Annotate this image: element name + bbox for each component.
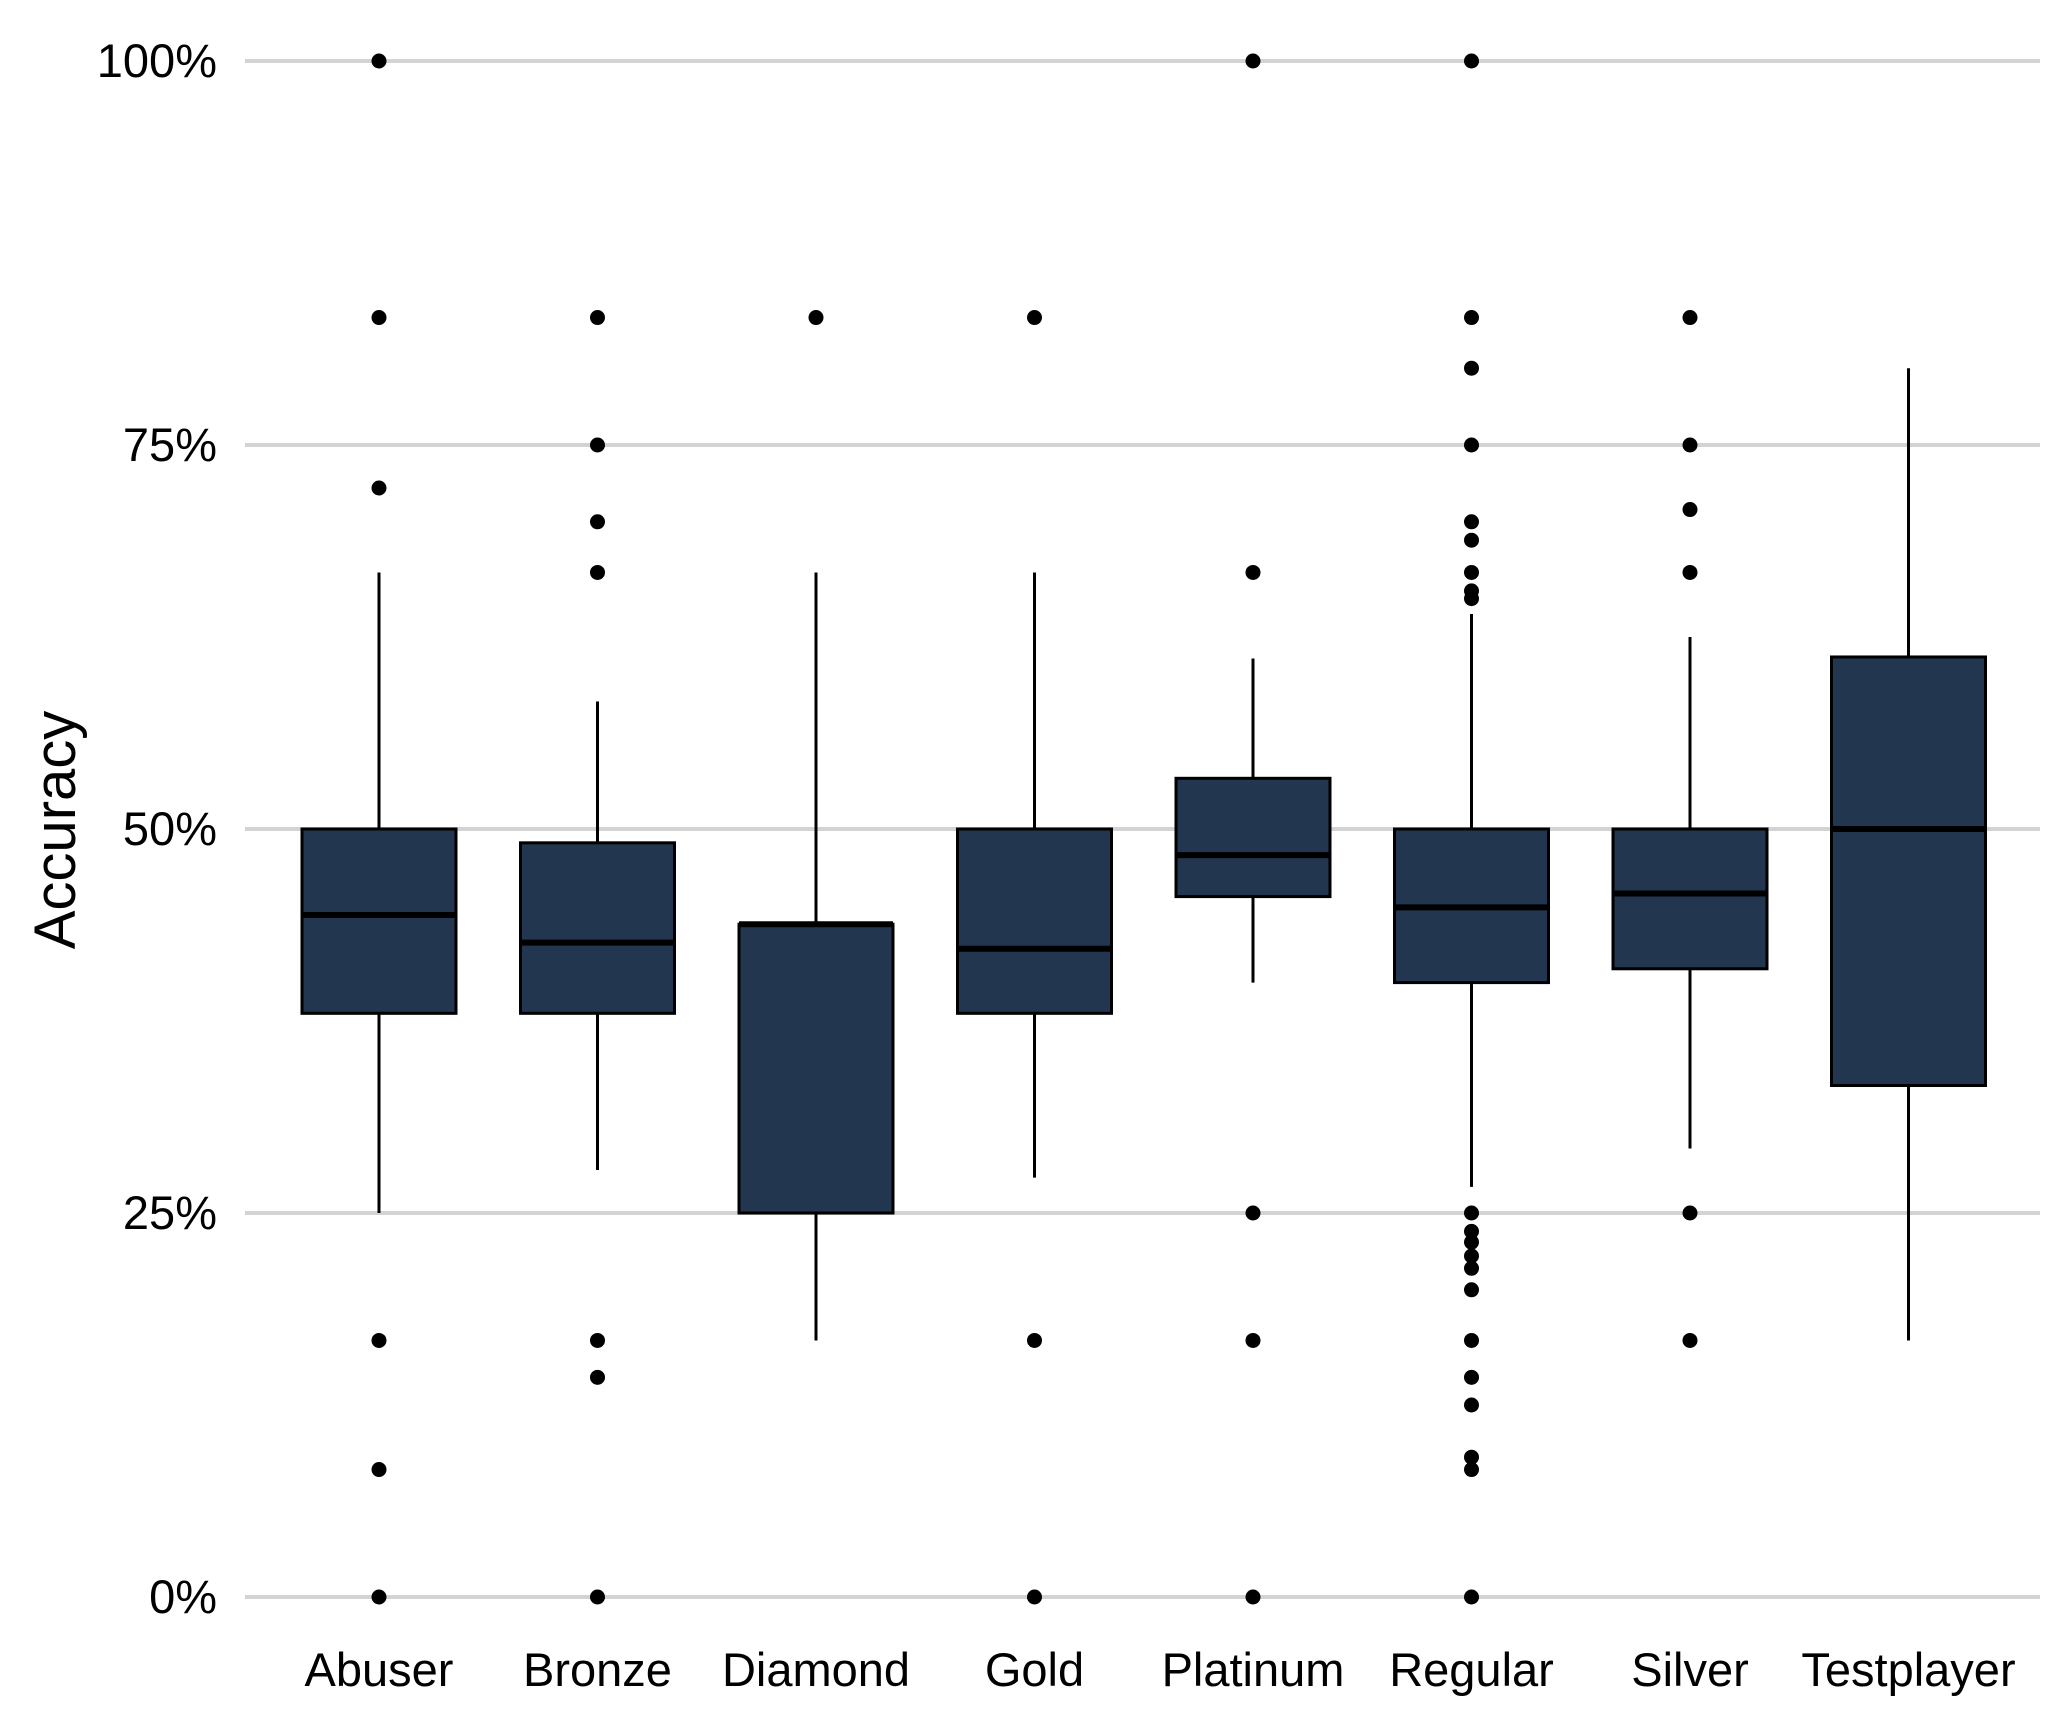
box — [300, 827, 458, 1015]
y-tick-labels: 0% 25% 50% 75% 100% — [97, 34, 217, 1623]
outlier-point — [808, 310, 824, 326]
x-category-labels: Abuser Bronze Diamond Gold Platinum Regular Si… — [305, 1643, 2016, 1696]
y-tick-label: 0% — [149, 1570, 217, 1623]
x-category-label: Abuser — [305, 1643, 454, 1696]
box-group-silver — [1611, 310, 1769, 1348]
outlier-point — [1464, 514, 1479, 530]
outlier-point — [1682, 437, 1698, 453]
outlier-point — [1245, 53, 1261, 69]
outlier-point — [590, 437, 605, 453]
box-group-abuser — [300, 53, 458, 1605]
outlier-point — [371, 310, 387, 326]
outlier-point — [1682, 502, 1698, 518]
outlier-point — [590, 514, 605, 530]
outlier-point — [1464, 1260, 1479, 1276]
outlier-point — [1464, 1369, 1479, 1385]
boxes — [300, 53, 1987, 1605]
outlier-point — [1464, 1282, 1479, 1298]
y-tick-label: 50% — [123, 802, 217, 855]
outlier-point — [1464, 360, 1479, 376]
outlier-point — [371, 1589, 387, 1605]
outlier-point — [1464, 1332, 1479, 1348]
x-category-label: Silver — [1631, 1643, 1749, 1696]
outlier-point — [1464, 1205, 1479, 1221]
outlier-point — [371, 480, 387, 496]
box — [519, 841, 676, 1015]
outlier-point — [1464, 1248, 1479, 1264]
outlier-point — [1245, 564, 1261, 580]
box-group-testplayer — [1830, 368, 1987, 1341]
outlier-point — [371, 1332, 387, 1348]
outlier-point — [371, 53, 387, 69]
y-axis-title: Accuracy — [23, 711, 88, 950]
y-tick-label: 25% — [123, 1186, 217, 1239]
outlier-point — [1682, 564, 1698, 580]
box — [1174, 776, 1332, 899]
box — [1611, 827, 1769, 971]
outlier-point — [590, 564, 605, 580]
outlier-point — [1682, 1332, 1698, 1348]
box — [1830, 655, 1987, 1088]
outlier-point — [590, 1369, 605, 1385]
x-category-label: Regular — [1389, 1643, 1554, 1696]
x-category-label: Platinum — [1162, 1643, 1345, 1696]
box-group-platinum — [1174, 53, 1332, 1605]
y-tick-label: 100% — [97, 34, 217, 87]
x-category-label: Testplayer — [1801, 1643, 2015, 1696]
box-group-bronze — [519, 310, 676, 1605]
box-group-diamond — [737, 310, 895, 1341]
y-tick-label: 75% — [123, 418, 217, 471]
outlier-point — [590, 1332, 605, 1348]
outlier-point — [1464, 437, 1479, 453]
outlier-point — [1464, 1589, 1479, 1605]
outlier-point — [590, 310, 605, 326]
outlier-point — [1027, 1589, 1042, 1605]
box-group-regular — [1393, 53, 1550, 1605]
outlier-point — [1464, 532, 1479, 548]
outlier-point — [590, 1589, 605, 1605]
outlier-point — [1464, 1397, 1479, 1413]
outlier-point — [1682, 310, 1698, 326]
outlier-point — [1245, 1205, 1261, 1221]
outlier-point — [1464, 1223, 1479, 1239]
outlier-point — [1682, 1205, 1698, 1221]
outlier-point — [1245, 1332, 1261, 1348]
box — [956, 827, 1113, 1015]
outlier-point — [1027, 310, 1042, 326]
outlier-point — [371, 1462, 387, 1478]
gridlines — [245, 59, 2040, 1599]
x-category-label: Diamond — [722, 1643, 910, 1696]
outlier-point — [1027, 1332, 1042, 1348]
outlier-point — [1464, 1462, 1479, 1478]
box-group-gold — [956, 310, 1113, 1605]
outlier-point — [1464, 310, 1479, 326]
outlier-point — [1464, 53, 1479, 69]
outlier-point — [1245, 1589, 1261, 1605]
outlier-point — [1464, 564, 1479, 580]
outlier-point — [1464, 591, 1479, 607]
outlier-point — [1464, 1449, 1479, 1465]
x-category-label: Bronze — [523, 1643, 672, 1696]
x-category-label: Gold — [985, 1643, 1084, 1696]
box — [737, 922, 895, 1215]
outlier-point — [1464, 1234, 1479, 1250]
